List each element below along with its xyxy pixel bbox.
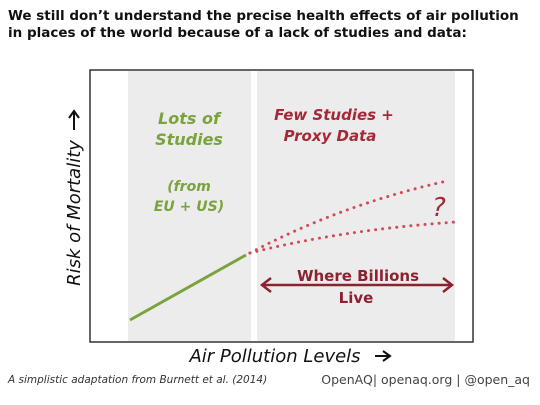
left-region-sub-1: (from [167,179,211,195]
left-region-label-2: Studies [155,130,223,149]
left-region-panel [128,71,251,341]
observed-trend-line [129,253,247,322]
headline-line-2: in places of the world because of a lack… [8,25,467,41]
range-arrow-left-head [259,277,272,293]
citation-text: A simplistic adaptation from Burnett et … [8,374,268,386]
y-axis-arrow-icon [68,109,80,130]
right-region-label-2: Proxy Data [284,127,377,145]
credit-text: OpenAQ| openaq.org | @open_aq [321,372,530,387]
right-region-label-1: Few Studies + [274,106,394,124]
range-label-1: Where Billions [297,267,419,285]
x-axis-label: Air Pollution Levels [188,346,360,367]
left-region-sub-2: EU + US) [154,199,224,215]
uncertainty-question-mark: ? [432,193,446,223]
range-arrow-right-head [442,277,455,293]
x-axis-arrow-icon [375,350,392,362]
y-axis-label: Risk of Mortality [64,140,85,286]
headline: We still don’t understand the precise he… [8,8,532,42]
range-label-2: Live [339,289,374,307]
left-region-label-1: Lots of [158,109,222,128]
projection-upper-dotted [248,179,449,255]
right-region-panel [257,71,455,341]
projection-lower-dotted [248,220,458,255]
headline-line-1: We still don’t understand the precise he… [8,8,519,24]
